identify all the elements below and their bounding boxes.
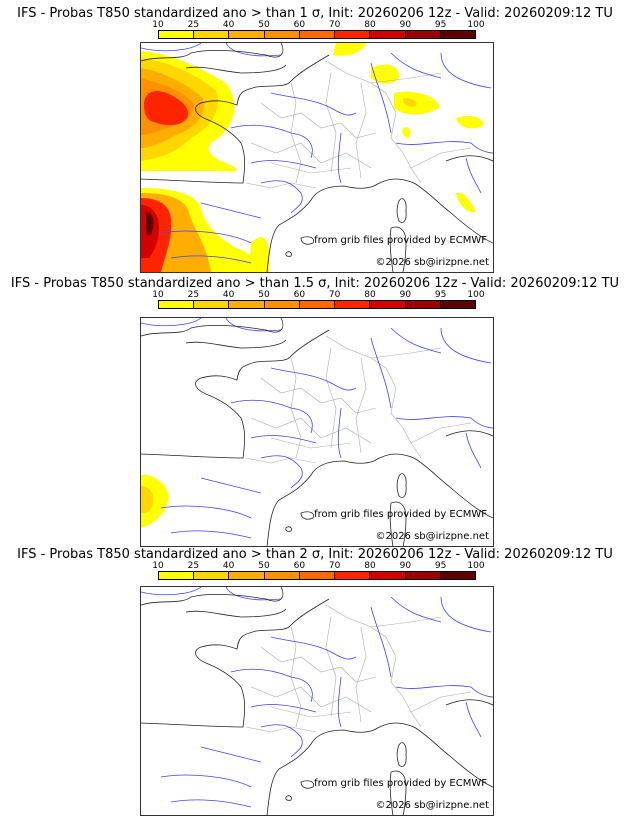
colorbar-tick-label: 25	[187, 561, 200, 571]
colorbar-swatch	[440, 572, 475, 579]
colorbar-tick-label: 40	[222, 20, 235, 30]
colorbar-tick-label: 10	[152, 20, 164, 30]
colorbar-tick-label: 90	[399, 561, 412, 571]
colorbar: 10 25 40 50 60 70 80 90 95 100	[152, 561, 485, 580]
panel-1-sigma: IFS - Probas T850 standardized ano > tha…	[0, 0, 630, 273]
colorbar-swatch	[194, 301, 230, 308]
colorbar-swatch	[159, 31, 195, 38]
colorbar-swatch	[440, 301, 475, 308]
probability-field	[141, 474, 169, 528]
colorbar-swatch	[264, 31, 300, 38]
colorbar-swatch	[229, 31, 265, 38]
coastlines-rivers-borders	[141, 587, 493, 815]
colorbar-swatch	[159, 301, 195, 308]
colorbar-swatch	[229, 572, 265, 579]
colorbar-tick-label: 70	[328, 561, 341, 571]
colorbar-swatch	[440, 31, 475, 38]
colorbar-tick-label: 60	[293, 290, 306, 300]
colorbar-swatch	[159, 572, 195, 579]
probability-map: from grib files provided by ECMWF ©2026 …	[140, 42, 494, 273]
colorbar-tick-label: 25	[187, 290, 200, 300]
colorbar: 10 25 40 50 60 70 80 90 95 100	[152, 20, 485, 39]
colorbar-tick-label: 80	[364, 20, 376, 30]
source-credit: from grib files provided by ECMWF	[314, 778, 487, 789]
panel-title: IFS - Probas T850 standardized ano > tha…	[17, 547, 613, 562]
colorbar-swatch	[299, 31, 336, 38]
colorbar-swatch	[194, 31, 230, 38]
colorbar-swatch	[405, 301, 441, 308]
colorbar-swatch	[405, 31, 441, 38]
copyright: ©2026 sb@irizpne.net	[375, 257, 489, 268]
map-canvas	[141, 43, 493, 272]
colorbar-tick-label: 50	[258, 20, 270, 30]
colorbar-tick-label: 95	[434, 290, 447, 300]
map-canvas	[141, 318, 493, 546]
map-canvas	[141, 587, 493, 815]
colorbar-swatch	[335, 31, 371, 38]
coastlines-rivers-borders	[141, 43, 493, 272]
colorbar-tick-label: 50	[258, 561, 270, 571]
source-credit: from grib files provided by ECMWF	[314, 509, 487, 520]
probability-map: from grib files provided by ECMWF ©2026 …	[140, 317, 494, 547]
colorbar-swatch	[229, 301, 265, 308]
colorbar-swatch	[370, 301, 406, 308]
colorbar-tick-label: 40	[222, 561, 235, 571]
probability-map: from grib files provided by ECMWF ©2026 …	[140, 586, 494, 816]
colorbar-tick-label: 70	[328, 20, 341, 30]
colorbar-swatch	[264, 301, 300, 308]
colorbar-swatch	[370, 572, 406, 579]
colorbar-tick-label: 70	[328, 290, 341, 300]
copyright: ©2026 sb@irizpne.net	[375, 800, 489, 811]
panel-1-5-sigma: IFS - Probas T850 standardized ano > tha…	[0, 270, 630, 547]
colorbar-tick-label: 95	[434, 561, 447, 571]
colorbar-tick-label: 100	[467, 20, 485, 30]
colorbar-tick-label: 95	[434, 20, 447, 30]
panel-title: IFS - Probas T850 standardized ano > tha…	[10, 276, 620, 291]
panel-title: IFS - Probas T850 standardized ano > tha…	[17, 6, 613, 21]
colorbar-swatch	[299, 301, 336, 308]
colorbar-tick-label: 60	[293, 561, 306, 571]
colorbar-tick-label: 80	[364, 561, 376, 571]
copyright: ©2026 sb@irizpne.net	[375, 531, 489, 542]
colorbar-swatch	[405, 572, 441, 579]
colorbar-swatch	[335, 301, 371, 308]
colorbar-swatch	[264, 572, 300, 579]
colorbar-swatch	[335, 572, 371, 579]
colorbar-tick-label: 60	[293, 20, 306, 30]
colorbar-tick-label: 25	[187, 20, 200, 30]
colorbar-tick-label: 40	[222, 290, 235, 300]
colorbar-tick-label: 90	[399, 290, 412, 300]
colorbar-tick-label: 50	[258, 290, 270, 300]
colorbar-swatch	[299, 572, 336, 579]
colorbar: 10 25 40 50 60 70 80 90 95 100	[152, 290, 485, 309]
probability-field	[141, 43, 484, 272]
panel-2-sigma: IFS - Probas T850 standardized ano > tha…	[0, 541, 630, 816]
coastlines-rivers-borders	[141, 318, 493, 546]
colorbar-swatch	[194, 572, 230, 579]
colorbar-swatch	[370, 31, 406, 38]
source-credit: from grib files provided by ECMWF	[314, 235, 487, 246]
colorbar-tick-label: 10	[152, 290, 164, 300]
colorbar-tick-label: 80	[364, 290, 376, 300]
colorbar-tick-label: 10	[152, 561, 164, 571]
colorbar-tick-label: 100	[467, 290, 485, 300]
colorbar-tick-label: 100	[467, 561, 485, 571]
colorbar-tick-label: 90	[399, 20, 412, 30]
